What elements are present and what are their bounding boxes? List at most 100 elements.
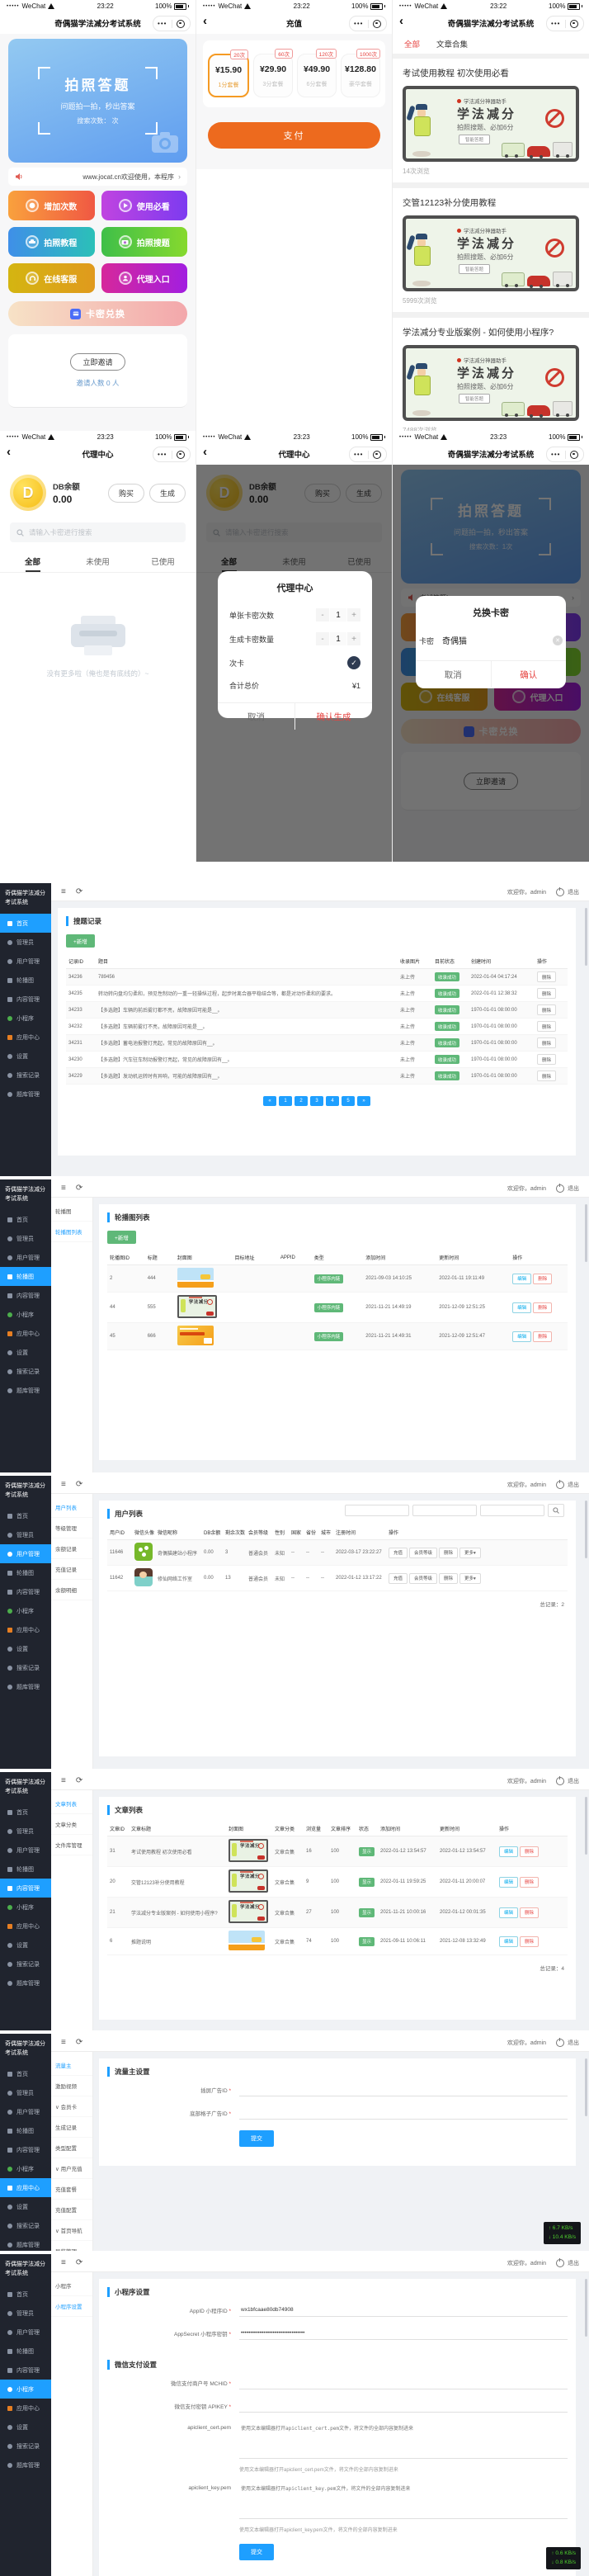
sidebar-item-banners[interactable]: 轮播图 [0, 2121, 51, 2140]
more-icon[interactable]: ••• [551, 19, 561, 27]
sidebar-item-searchlog[interactable]: 搜索记录 [0, 1658, 51, 1677]
back-button[interactable]: ‹ [203, 14, 207, 28]
sidebar-item-appcenter[interactable]: 应用中心 [0, 1620, 51, 1639]
more-button[interactable]: 更多▾ [459, 1572, 481, 1584]
sidebar-item-users[interactable]: 用户管理 [0, 1544, 51, 1564]
sidebar-item-home[interactable]: 首页 [0, 2285, 51, 2304]
logout-link[interactable]: 退出 [568, 889, 579, 896]
minimize-target-icon[interactable] [566, 19, 584, 28]
tab-all[interactable]: 全部 [0, 551, 65, 572]
sidebar-item-appcenter[interactable]: 应用中心 [0, 2178, 51, 2198]
sidebar-item-users[interactable]: 用户管理 [0, 2102, 51, 2121]
scrollbar[interactable] [585, 1501, 587, 1558]
generate-button[interactable]: 生成 [148, 483, 186, 503]
sidebar-item-users[interactable]: 用户管理 [0, 2323, 51, 2342]
submenu-item[interactable]: ∨ 首页导航 [51, 2220, 92, 2241]
add-times-button[interactable]: 增加次数 [8, 191, 95, 220]
sidebar-item-settings[interactable]: 设置 [0, 1936, 51, 1954]
submenu-item[interactable]: 文件库管理 [51, 1835, 92, 1855]
wechat-capsule[interactable]: ••• [349, 16, 387, 31]
submit-button[interactable]: 提交 [239, 2130, 274, 2147]
delete-button[interactable]: 删除 [439, 1572, 459, 1584]
sidebar-item-admins[interactable]: 管理员 [0, 1229, 51, 1248]
tab-unused[interactable]: 未使用 [86, 558, 110, 567]
delete-button[interactable]: 删除 [520, 1936, 540, 1947]
sidebar-item-settings[interactable]: 设置 [0, 2418, 51, 2437]
edit-button[interactable]: 编辑 [499, 1907, 519, 1918]
sidebar-item-settings[interactable]: 设置 [0, 2197, 51, 2216]
appid-input[interactable] [239, 2304, 568, 2317]
wechat-capsule[interactable]: ••• [546, 447, 584, 462]
submenu-item-active[interactable]: 小程序设置 [51, 2296, 92, 2317]
more-icon[interactable]: ••• [354, 450, 364, 458]
tab-used[interactable]: 已使用 [151, 558, 175, 567]
sidebar-item-searchlog[interactable]: 搜索记录 [0, 1362, 51, 1381]
plus-button[interactable]: + [347, 632, 360, 645]
sidebar-item-searchlog[interactable]: 搜索记录 [0, 2216, 51, 2235]
sidebar-item-admins[interactable]: 管理员 [0, 933, 51, 952]
photo-search-button[interactable]: 拍照搜题 [101, 227, 187, 257]
sidebar-item-questionbank[interactable]: 题库管理 [0, 1677, 51, 1696]
submenu-item[interactable]: 充值配置 [51, 2200, 92, 2220]
filter-input[interactable] [345, 1505, 409, 1516]
delete-button[interactable]: 删除 [533, 1331, 553, 1342]
refresh-icon[interactable]: ⟳ [75, 2258, 83, 2267]
submenu-item[interactable]: 余额明细 [51, 1580, 92, 1600]
sidebar-item-searchlog[interactable]: 搜索记录 [0, 2437, 51, 2455]
logout-link[interactable]: 退出 [568, 1778, 579, 1784]
submenu-item-active[interactable]: 文章列表 [51, 1794, 92, 1814]
wechat-capsule[interactable]: ••• [153, 16, 191, 31]
delete-button[interactable]: 删除 [533, 1273, 553, 1284]
sidebar-item-miniprogram[interactable]: 小程序 [0, 1009, 51, 1028]
tab-all[interactable]: 全部 [404, 40, 421, 50]
delete-button[interactable]: 删除 [537, 1021, 557, 1032]
refresh-icon[interactable]: ⟳ [75, 2038, 83, 2047]
wechat-capsule[interactable]: ••• [349, 447, 387, 462]
sidebar-item-home[interactable]: 首页 [0, 2064, 51, 2083]
submenu-item[interactable]: 文章分类 [51, 1814, 92, 1835]
hamburger-icon[interactable]: ≡ [61, 2038, 66, 2047]
page-number[interactable]: 4 [326, 1096, 339, 1106]
more-icon[interactable]: ••• [158, 19, 167, 27]
filter-input[interactable] [480, 1505, 544, 1516]
logout-link[interactable]: 退出 [568, 1482, 579, 1488]
submenu-item[interactable]: 小程序 [51, 2276, 92, 2296]
sidebar-item-settings[interactable]: 设置 [0, 1639, 51, 1658]
submit-button[interactable]: 提交 [239, 2544, 274, 2560]
more-icon[interactable]: ••• [158, 450, 167, 458]
edit-button[interactable]: 编辑 [499, 1936, 519, 1947]
refresh-icon[interactable]: ⟳ [75, 1776, 83, 1785]
scrollbar[interactable] [585, 1797, 587, 1855]
recharge-button[interactable]: 充值 [389, 1572, 408, 1584]
article-item[interactable]: 交管12123补分使用教程 学法减分神器助手 学法减分 拍照搜题、必加6分 智能… [393, 188, 589, 312]
submenu-item-active[interactable]: 用户列表 [51, 1497, 92, 1518]
sidebar-item-home[interactable]: 首页 [0, 1506, 51, 1525]
redeem-card-button[interactable]: 卡密兑换 [8, 301, 187, 326]
buy-button[interactable]: 购买 [107, 483, 144, 503]
delete-button[interactable]: 删除 [439, 1547, 459, 1558]
logout-link[interactable]: 退出 [568, 2040, 579, 2046]
sidebar-item-miniprogram[interactable]: 小程序 [0, 1898, 51, 1917]
delete-button[interactable]: 删除 [520, 1876, 540, 1888]
delete-button[interactable]: 删除 [520, 1846, 540, 1857]
scrollbar[interactable] [585, 908, 587, 966]
add-button[interactable]: +新增 [107, 1231, 136, 1244]
plan-option-1[interactable]: 20次 ¥15.90 1分套餐 [208, 50, 249, 97]
submenu-item[interactable]: 轮播图 [51, 1201, 92, 1222]
sidebar-item-users[interactable]: 用户管理 [0, 952, 51, 971]
more-icon[interactable]: ••• [551, 450, 561, 458]
submenu-item[interactable]: 激励视频 [51, 2076, 92, 2096]
apikey-input[interactable] [239, 2399, 568, 2413]
sidebar-item-miniprogram[interactable]: 小程序 [0, 2380, 51, 2399]
sidebar-item-appcenter[interactable]: 应用中心 [0, 1324, 51, 1343]
submenu-item[interactable]: 余额记录 [51, 1539, 92, 1559]
submenu-item-active[interactable]: 流量主 [51, 2055, 92, 2076]
appsecret-input[interactable] [239, 2327, 568, 2340]
member-level-button[interactable]: 会员等级 [409, 1572, 438, 1584]
scrollbar[interactable] [585, 2058, 587, 2116]
sidebar-item-banners[interactable]: 轮播图 [0, 1860, 51, 1879]
sidebar-item-questionbank[interactable]: 题库管理 [0, 2235, 51, 2251]
sidebar-item-settings[interactable]: 设置 [0, 1343, 51, 1362]
edit-button[interactable]: 编辑 [499, 1876, 519, 1888]
plan-option-2[interactable]: 60次 ¥29.90 3分套餐 [253, 49, 293, 97]
